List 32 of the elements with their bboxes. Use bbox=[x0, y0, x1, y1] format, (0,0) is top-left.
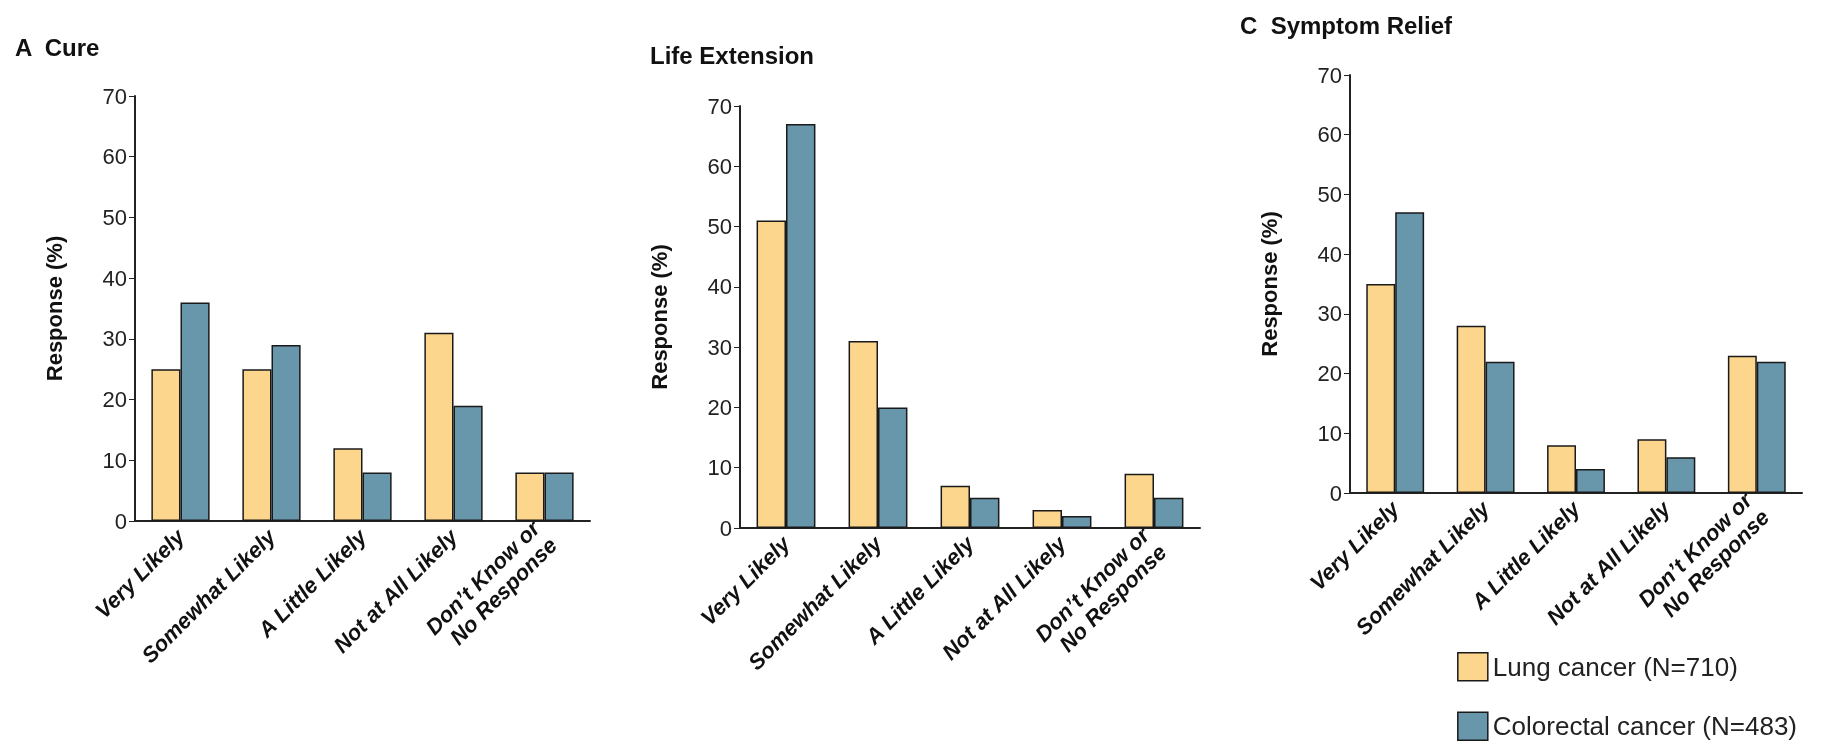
chart-title: A Cure bbox=[15, 33, 100, 61]
y-tick-label: 20 bbox=[707, 394, 732, 420]
y-tick-label: 50 bbox=[102, 204, 127, 230]
chart-title: C Symptom Relief bbox=[1240, 11, 1454, 39]
y-tick-label: 10 bbox=[707, 455, 732, 481]
y-tick-label: 30 bbox=[102, 326, 127, 352]
y-tick-label: 40 bbox=[102, 265, 127, 291]
y-tick-label: 10 bbox=[1317, 420, 1342, 446]
y-tick-label: 70 bbox=[707, 93, 732, 119]
y-tick-label: 50 bbox=[707, 214, 732, 240]
y-tick-label: 50 bbox=[1317, 181, 1342, 207]
y-tick-label: 0 bbox=[719, 515, 732, 541]
y-tick-label: 30 bbox=[1317, 301, 1342, 327]
y-tick-label: 0 bbox=[114, 508, 127, 534]
y-axis-title: Response (%) bbox=[646, 244, 672, 390]
y-tick-label: 0 bbox=[1329, 480, 1342, 506]
y-tick-label: 60 bbox=[1317, 122, 1342, 148]
y-tick-label: 40 bbox=[1317, 241, 1342, 267]
legend-label: Colorectal cancer (N=483) bbox=[1492, 711, 1798, 742]
y-tick-label: 40 bbox=[707, 274, 732, 300]
y-tick-label: 60 bbox=[102, 144, 127, 170]
y-tick-label: 10 bbox=[102, 447, 127, 473]
y-tick-label: 30 bbox=[707, 334, 732, 360]
y-tick-label: 20 bbox=[102, 387, 127, 413]
y-tick-label: 70 bbox=[102, 83, 127, 109]
legend-label: Lung cancer (N=710) bbox=[1492, 651, 1738, 682]
y-tick-label: 60 bbox=[707, 153, 732, 179]
y-tick-label: 20 bbox=[1317, 361, 1342, 387]
chart-title: Life Extension bbox=[650, 41, 815, 69]
y-axis-title: Response (%) bbox=[41, 235, 67, 382]
y-tick-label: 70 bbox=[1317, 62, 1342, 88]
y-axis-title: Response (%) bbox=[1256, 211, 1282, 357]
